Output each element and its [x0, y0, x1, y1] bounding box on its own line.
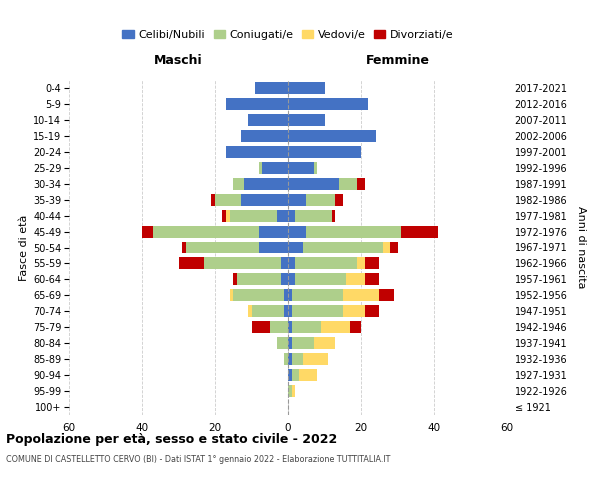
Bar [233, 178, 244, 190]
Bar [306, 194, 335, 205]
Bar [288, 274, 295, 285]
Bar [230, 210, 277, 222]
Bar [142, 226, 153, 237]
Bar [277, 210, 288, 222]
Bar [215, 194, 241, 205]
Bar [358, 258, 365, 270]
Bar [288, 82, 325, 94]
Bar [343, 306, 365, 318]
Bar [288, 369, 292, 381]
Bar [153, 226, 259, 237]
Text: Popolazione per età, sesso e stato civile - 2022: Popolazione per età, sesso e stato civil… [6, 432, 337, 446]
Bar [288, 178, 339, 190]
Bar [292, 322, 321, 333]
Bar [233, 290, 284, 302]
Bar [284, 353, 288, 365]
Bar [288, 337, 292, 349]
Bar [358, 178, 365, 190]
Bar [288, 114, 325, 126]
Bar [288, 98, 368, 110]
Bar [241, 194, 288, 205]
Bar [332, 210, 335, 222]
Bar [288, 210, 295, 222]
Bar [350, 322, 361, 333]
Bar [281, 258, 288, 270]
Bar [244, 178, 288, 190]
Text: Femmine: Femmine [365, 54, 430, 66]
Bar [295, 274, 346, 285]
Bar [259, 242, 288, 254]
Bar [211, 194, 215, 205]
Bar [292, 369, 299, 381]
Bar [288, 242, 302, 254]
Bar [281, 274, 288, 285]
Bar [292, 353, 302, 365]
Bar [204, 258, 281, 270]
Bar [288, 353, 292, 365]
Bar [277, 337, 288, 349]
Bar [365, 274, 379, 285]
Bar [248, 306, 251, 318]
Bar [288, 162, 314, 173]
Bar [383, 242, 390, 254]
Bar [288, 290, 292, 302]
Bar [226, 98, 288, 110]
Bar [226, 146, 288, 158]
Bar [288, 385, 292, 397]
Bar [270, 322, 288, 333]
Bar [241, 130, 288, 142]
Y-axis label: Anni di nascita: Anni di nascita [576, 206, 586, 288]
Bar [292, 290, 343, 302]
Bar [339, 178, 358, 190]
Bar [284, 290, 288, 302]
Bar [288, 322, 292, 333]
Bar [226, 210, 230, 222]
Bar [288, 194, 306, 205]
Bar [230, 290, 233, 302]
Bar [182, 242, 186, 254]
Y-axis label: Fasce di età: Fasce di età [19, 214, 29, 280]
Bar [379, 290, 394, 302]
Bar [314, 162, 317, 173]
Bar [288, 226, 306, 237]
Bar [259, 226, 288, 237]
Bar [295, 258, 358, 270]
Bar [255, 82, 288, 94]
Bar [292, 306, 343, 318]
Bar [288, 258, 295, 270]
Bar [346, 274, 365, 285]
Bar [292, 385, 295, 397]
Bar [262, 162, 288, 173]
Bar [292, 337, 314, 349]
Bar [306, 226, 401, 237]
Text: Maschi: Maschi [154, 54, 203, 66]
Bar [222, 210, 226, 222]
Bar [288, 306, 292, 318]
Bar [321, 322, 350, 333]
Bar [288, 146, 361, 158]
Bar [251, 322, 270, 333]
Bar [299, 369, 317, 381]
Bar [237, 274, 281, 285]
Bar [314, 337, 335, 349]
Bar [186, 242, 259, 254]
Bar [295, 210, 332, 222]
Bar [251, 306, 284, 318]
Text: COMUNE DI CASTELLETTO CERVO (BI) - Dati ISTAT 1° gennaio 2022 - Elaborazione TUT: COMUNE DI CASTELLETTO CERVO (BI) - Dati … [6, 455, 391, 464]
Legend: Celibi/Nubili, Coniugati/e, Vedovi/e, Divorziati/e: Celibi/Nubili, Coniugati/e, Vedovi/e, Di… [118, 26, 458, 44]
Bar [335, 194, 343, 205]
Bar [233, 274, 237, 285]
Bar [390, 242, 398, 254]
Bar [365, 306, 379, 318]
Bar [302, 353, 328, 365]
Bar [302, 242, 383, 254]
Bar [401, 226, 437, 237]
Bar [343, 290, 379, 302]
Bar [179, 258, 204, 270]
Bar [259, 162, 262, 173]
Bar [284, 306, 288, 318]
Bar [288, 130, 376, 142]
Bar [365, 258, 379, 270]
Bar [248, 114, 288, 126]
